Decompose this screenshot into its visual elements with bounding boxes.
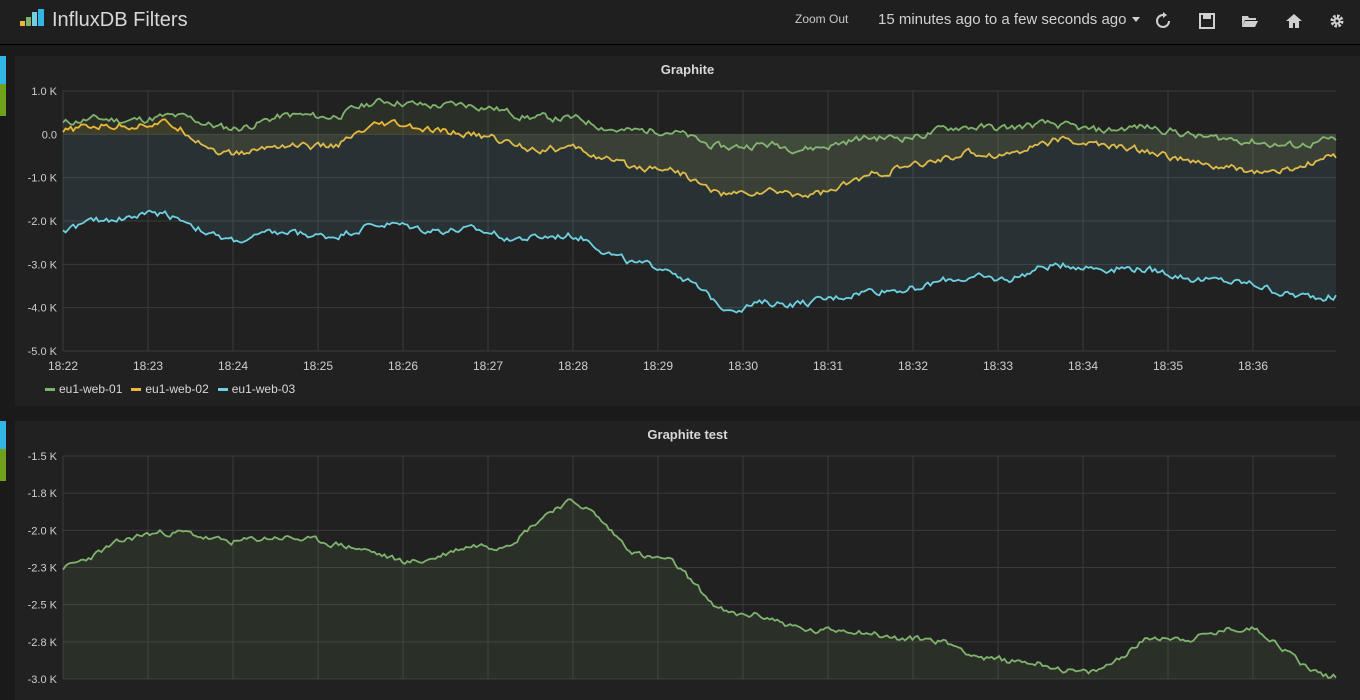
- series-area-eu1-web-03: [63, 134, 1336, 313]
- time-range-picker[interactable]: 15 minutes ago to a few seconds ago: [878, 11, 1140, 28]
- legend-label: eu1-web-01: [59, 382, 123, 396]
- y-tick-label: -2.5 K: [28, 600, 58, 612]
- legend-swatch: [45, 387, 55, 391]
- row-tab-green: [0, 449, 6, 481]
- time-range-label: 15 minutes ago to a few seconds ago: [878, 11, 1127, 28]
- chart-legend: eu1-web-01 eu1-web-02 eu1-web-03: [45, 382, 304, 396]
- series-area-eu1-web-01: [63, 98, 1336, 154]
- series-line-eu1-web-01: [62, 97, 1337, 155]
- gear-icon[interactable]: [1328, 12, 1346, 30]
- row-tab-blue: [0, 421, 6, 449]
- x-tick-label: 18:29: [643, 359, 673, 373]
- series-line-eu1-web-03: [62, 209, 1337, 314]
- grafana-logo-icon: [20, 9, 46, 32]
- y-tick-label: -1.0 K: [28, 173, 58, 185]
- legend-item-eu1-web-02[interactable]: eu1-web-02: [131, 382, 209, 396]
- legend-label: eu1-web-03: [231, 382, 296, 396]
- x-tick-label: 18:22: [48, 359, 78, 373]
- caret-down-icon: [1131, 17, 1140, 22]
- y-tick-label: -3.0 K: [28, 674, 58, 686]
- y-tick-label: -2.0 K: [28, 525, 58, 537]
- brand[interactable]: InfluxDB Filters: [20, 9, 188, 32]
- panel-title[interactable]: Graphite: [660, 62, 715, 77]
- y-tick-label: 1.0 K: [31, 86, 57, 98]
- graphite-chart[interactable]: 1.0 K0.0-1.0 K-2.0 K-3.0 K-4.0 K-5.0 K18…: [15, 56, 1360, 406]
- y-tick-label: -3.0 K: [28, 259, 58, 271]
- folder-open-icon[interactable]: [1241, 12, 1259, 30]
- refresh-icon[interactable]: [1154, 12, 1172, 30]
- x-tick-label: 18:30: [728, 359, 758, 373]
- x-tick-label: 18:28: [558, 359, 588, 373]
- x-tick-label: 18:34: [1068, 359, 1098, 373]
- series-area-eu1-web-02: [63, 119, 1336, 198]
- x-tick-label: 18:25: [303, 359, 333, 373]
- dashboard-title[interactable]: InfluxDB Filters: [52, 9, 188, 31]
- series-line-eu1-web-01: [62, 498, 1337, 680]
- y-tick-label: 0.0: [42, 129, 57, 141]
- graphite-panel: Graphite 1.0 K 0.0 -1.0 K -2.0 K -3.0 K -4.0 …: [15, 56, 1360, 406]
- y-tick-label: -2.0 K: [28, 216, 58, 228]
- row-collapse-tab-1[interactable]: [0, 56, 6, 116]
- row-tab-blue: [0, 56, 6, 84]
- x-tick-label: 18:31: [813, 359, 843, 373]
- home-icon[interactable]: [1285, 12, 1303, 30]
- top-navbar: InfluxDB Filters Zoom Out 15 minutes ago…: [0, 0, 1360, 45]
- y-tick-label: -5.0 K: [28, 346, 58, 358]
- y-tick-label: -1.8 K: [28, 488, 58, 500]
- graphite-test-chart[interactable]: -1.5 K -1.8 K -2.0 K -2.3 K -2.5 K -2.8 K -3.0…: [15, 421, 1360, 700]
- x-tick-label: 18:36: [1238, 359, 1268, 373]
- x-tick-label: 18:24: [218, 359, 248, 373]
- y-tick-label: -2.8 K: [28, 637, 58, 649]
- y-tick-label: -4.0 K: [28, 303, 58, 315]
- x-tick-label: 18:35: [1153, 359, 1183, 373]
- series-line-eu1-web-02: [62, 118, 1337, 199]
- zoom-out-button[interactable]: Zoom Out: [795, 12, 849, 26]
- graphite-test-panel: Graphite test -1.5 K -1.8 K -2.0 K -2.3 K -2…: [15, 421, 1360, 700]
- x-tick-label: 18:23: [133, 359, 163, 373]
- x-tick-label: 18:33: [983, 359, 1013, 373]
- x-tick-label: 18:26: [388, 359, 418, 373]
- save-icon[interactable]: [1198, 12, 1216, 30]
- x-tick-label: 18:27: [473, 359, 503, 373]
- legend-item-eu1-web-01[interactable]: eu1-web-01: [45, 382, 122, 396]
- y-tick-label: -2.3 K: [28, 563, 58, 575]
- row-collapse-tab-2[interactable]: [0, 421, 6, 481]
- panel-title[interactable]: Graphite test: [647, 427, 728, 442]
- x-tick-label: 18:32: [898, 359, 928, 373]
- legend-swatch: [217, 387, 228, 391]
- legend-label: eu1-web-02: [145, 382, 209, 396]
- y-tick-label: -1.5 K: [28, 451, 58, 463]
- row-tab-green: [0, 84, 6, 116]
- legend-item-eu1-web-03[interactable]: eu1-web-03: [217, 382, 296, 396]
- legend-swatch: [131, 387, 142, 391]
